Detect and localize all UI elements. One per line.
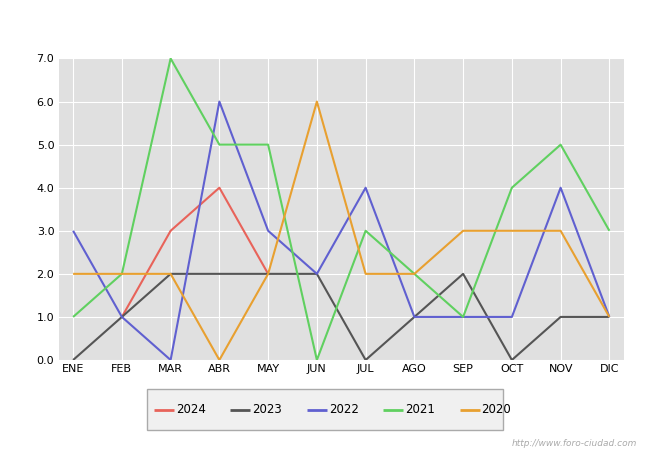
2023 [264,271,272,277]
2020 [215,357,224,363]
2023 [556,314,564,319]
2021 [411,271,419,277]
2022 [411,314,419,319]
2024 [264,271,272,277]
Line: 2021: 2021 [73,58,609,360]
2022 [69,228,77,234]
2021 [556,142,564,147]
2020 [166,271,174,277]
2023 [459,271,467,277]
Text: 2024: 2024 [176,403,205,416]
2020 [411,271,419,277]
2023 [166,271,174,277]
2023 [313,271,321,277]
2021 [69,314,77,319]
2021 [313,357,321,363]
2021 [605,228,613,234]
Text: http://www.foro-ciudad.com: http://www.foro-ciudad.com [512,439,637,448]
2020 [313,99,321,104]
2023 [508,357,515,363]
2020 [605,314,613,319]
2023 [605,314,613,319]
2021 [166,56,174,61]
Text: Matriculaciones de Vehiculos en Burguillos del Cerro: Matriculaciones de Vehiculos en Burguill… [125,15,525,30]
2022 [508,314,515,319]
Line: 2022: 2022 [73,102,609,360]
2020 [508,228,515,234]
2024 [215,185,224,190]
2022 [361,185,369,190]
2023 [215,271,224,277]
2020 [69,271,77,277]
2021 [459,314,467,319]
2023 [69,357,77,363]
2022 [264,228,272,234]
Text: 2022: 2022 [329,403,359,416]
Text: 2020: 2020 [482,403,512,416]
Line: 2024: 2024 [122,188,268,317]
2021 [361,228,369,234]
2023 [118,314,126,319]
2020 [118,271,126,277]
2020 [556,228,564,234]
Line: 2020: 2020 [73,102,609,360]
Line: 2023: 2023 [73,274,609,360]
Text: 2021: 2021 [405,403,435,416]
2021 [118,271,126,277]
2022 [605,314,613,319]
Text: 2023: 2023 [252,403,282,416]
2022 [166,357,174,363]
2021 [508,185,515,190]
2022 [459,314,467,319]
2021 [215,142,224,147]
2023 [361,357,369,363]
2020 [459,228,467,234]
2020 [361,271,369,277]
2023 [411,314,419,319]
2021 [264,142,272,147]
2022 [556,185,564,190]
2022 [215,99,224,104]
2024 [166,228,174,234]
2022 [118,314,126,319]
FancyBboxPatch shape [147,389,503,430]
2020 [264,271,272,277]
2022 [313,271,321,277]
2024 [118,314,126,319]
